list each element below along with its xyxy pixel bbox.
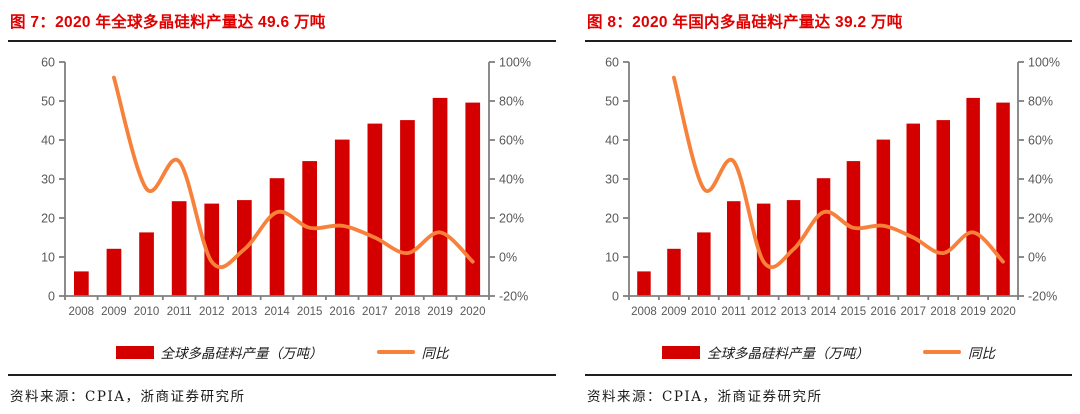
- svg-text:2013: 2013: [781, 306, 807, 318]
- svg-text:2008: 2008: [69, 306, 95, 318]
- bar-series-swatch: [115, 345, 154, 359]
- svg-text:2017: 2017: [362, 306, 388, 318]
- figure7-title: 图 7：2020 年全球多晶硅料产量达 49.6 万吨: [10, 14, 326, 31]
- svg-text:20: 20: [41, 212, 55, 226]
- svg-text:2009: 2009: [661, 306, 687, 318]
- svg-text:60%: 60%: [1028, 134, 1053, 148]
- bar-series-label: 全球多晶硅料产量（万吨）: [160, 346, 323, 362]
- svg-text:2020: 2020: [990, 306, 1016, 318]
- svg-text:30: 30: [41, 173, 55, 187]
- svg-text:2010: 2010: [134, 306, 160, 318]
- svg-text:0%: 0%: [499, 251, 517, 265]
- legend-item-yoy: 同比: [923, 342, 995, 362]
- svg-text:40: 40: [41, 134, 55, 148]
- figure7-panel: 图 7：2020 年全球多晶硅料产量达 49.6 万吨 0 10 20 30 40 50 6…: [8, 6, 556, 405]
- figure7-legend: 全球多晶硅料产量（万吨） 同比: [8, 342, 556, 362]
- svg-text:20: 20: [605, 212, 619, 226]
- svg-text:-20%: -20%: [1028, 290, 1057, 304]
- svg-text:40%: 40%: [1028, 173, 1053, 187]
- figure8-chart: 0 10 20 30 40 50 60 -20% 0% 20% 40% 60% 80% 100% 2008 2…: [605, 56, 1060, 319]
- figure8-title: 图 8：2020 年国内多晶硅料产量达 39.2 万吨: [587, 14, 903, 31]
- figure8-legend: 全球多晶硅料产量（万吨） 同比: [585, 342, 1072, 362]
- bar-series-swatch: [662, 345, 700, 359]
- svg-text:50: 50: [41, 95, 55, 109]
- svg-text:60: 60: [41, 56, 55, 70]
- figure7-source-rule: [8, 374, 556, 376]
- line-series-swatch: [923, 350, 961, 354]
- line-series-label: 同比: [421, 346, 449, 362]
- svg-text:60: 60: [605, 56, 619, 70]
- svg-text:-20%: -20%: [499, 290, 528, 304]
- svg-text:2016: 2016: [329, 306, 355, 318]
- svg-text:0%: 0%: [1028, 251, 1046, 265]
- svg-text:2015: 2015: [841, 306, 867, 318]
- svg-text:30: 30: [605, 173, 619, 187]
- svg-text:2009: 2009: [101, 306, 127, 318]
- svg-text:2016: 2016: [871, 306, 897, 318]
- figure7-source: 资料来源：CPIA，浙商证券研究所: [10, 389, 246, 405]
- line-series-swatch: [376, 350, 415, 354]
- svg-text:2011: 2011: [167, 306, 192, 318]
- svg-text:50: 50: [605, 95, 619, 109]
- svg-text:2019: 2019: [427, 306, 453, 318]
- line-series-label: 同比: [968, 346, 995, 362]
- svg-text:2008: 2008: [631, 306, 657, 318]
- svg-text:2018: 2018: [930, 306, 956, 318]
- figure8-source: 资料来源：CPIA，浙商证券研究所: [587, 389, 823, 405]
- svg-text:2013: 2013: [232, 306, 258, 318]
- svg-text:2010: 2010: [691, 306, 717, 318]
- figure7-title-rule: [8, 40, 556, 42]
- figure8-title-rule: [585, 40, 1072, 42]
- svg-text:10: 10: [41, 251, 55, 265]
- svg-text:2020: 2020: [460, 306, 486, 318]
- svg-text:2012: 2012: [751, 306, 777, 318]
- svg-text:40%: 40%: [499, 173, 524, 187]
- svg-text:2012: 2012: [199, 306, 225, 318]
- svg-text:2018: 2018: [395, 306, 421, 318]
- svg-text:40: 40: [605, 134, 619, 148]
- svg-text:2014: 2014: [264, 306, 290, 318]
- bar-series-label: 全球多晶硅料产量（万吨）: [707, 346, 869, 362]
- svg-text:0: 0: [612, 290, 619, 304]
- svg-text:100%: 100%: [1028, 56, 1060, 70]
- svg-text:2014: 2014: [811, 306, 837, 318]
- svg-text:20%: 20%: [499, 212, 524, 226]
- svg-text:2019: 2019: [960, 306, 986, 318]
- svg-text:10: 10: [605, 251, 619, 265]
- legend-item-production: 全球多晶硅料产量（万吨）: [115, 342, 323, 362]
- figure8-panel: 图 8：2020 年国内多晶硅料产量达 39.2 万吨 0 10 20 30 40 50 6…: [585, 6, 1072, 405]
- legend-item-yoy: 同比: [376, 342, 449, 362]
- svg-text:60%: 60%: [499, 134, 524, 148]
- svg-text:20%: 20%: [1028, 212, 1053, 226]
- svg-text:2017: 2017: [900, 306, 926, 318]
- svg-text:2015: 2015: [297, 306, 323, 318]
- svg-text:2011: 2011: [721, 306, 746, 318]
- svg-text:80%: 80%: [499, 95, 524, 109]
- svg-text:80%: 80%: [1028, 95, 1053, 109]
- figure7-chart: 0 10 20 30 40 50 60 -20% 0% 20% 40% 60% 80% 100% 2008 2…: [41, 56, 531, 319]
- svg-text:100%: 100%: [499, 56, 531, 70]
- figure8-source-rule: [585, 374, 1072, 376]
- svg-text:0: 0: [48, 290, 55, 304]
- legend-item-production: 全球多晶硅料产量（万吨）: [662, 342, 869, 362]
